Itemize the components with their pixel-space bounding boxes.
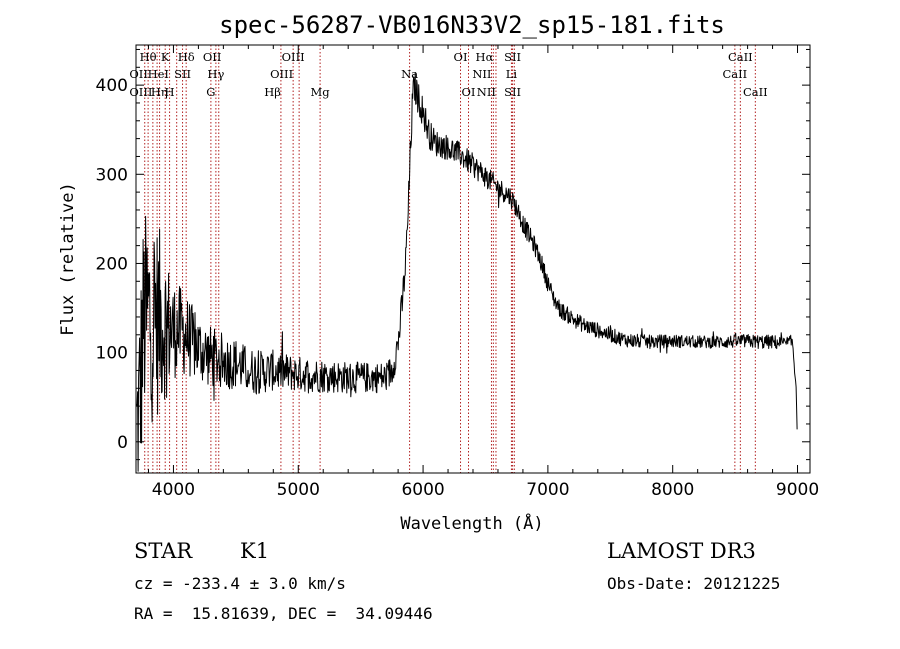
line-label: SII [504, 50, 521, 64]
line-label: OIII [270, 67, 293, 81]
line-label: CaII [728, 50, 753, 64]
line-label: H [165, 85, 175, 99]
x-tick-label: 9000 [776, 480, 819, 500]
x-tick-label: 4000 [152, 480, 195, 500]
line-label: SII [504, 85, 521, 99]
line-label: HeI [148, 67, 169, 81]
line-label: OIII [282, 50, 305, 64]
survey-name: LAMOST DR3 [607, 539, 756, 563]
coordinates: RA = 15.81639, DEC = 34.09446 [134, 604, 433, 623]
y-tick-label: 100 [96, 344, 128, 364]
plot-frame [135, 44, 811, 474]
x-tick-label: 7000 [526, 480, 569, 500]
line-label: OII [203, 50, 222, 64]
x-axis-label: Wavelength (Å) [400, 512, 543, 534]
line-label: OI [454, 50, 468, 64]
line-label: K [161, 50, 170, 64]
line-label: OI [462, 85, 476, 99]
x-tick-label: 6000 [401, 480, 444, 500]
y-tick-label: 400 [96, 76, 128, 96]
line-label: Hη [151, 85, 168, 99]
object-subclass: K1 [240, 539, 270, 563]
obs-date: Obs-Date: 20121225 [607, 574, 781, 593]
line-label: Hβ [264, 85, 281, 99]
y-tick-label: 300 [96, 165, 128, 185]
line-label: NII [477, 85, 496, 99]
x-axis: 4000 5000 6000 7000 8000 9000 [147, 45, 819, 500]
y-axis-label: Flux (relative) [58, 182, 78, 336]
line-label: OIII [129, 85, 152, 99]
object-type: STAR [134, 539, 193, 563]
y-tick-label: 0 [117, 433, 128, 453]
line-markers [144, 45, 756, 473]
line-label: CaII [722, 67, 747, 81]
line-label: Hθ [140, 50, 157, 64]
y-tick-label: 200 [96, 254, 128, 274]
y-axis: 0 100 200 300 400 [96, 48, 810, 461]
line-label: Hγ [207, 67, 224, 81]
redshift-text: cz = -233.4 ± 3.0 km/s [134, 574, 346, 593]
line-label: SII [174, 67, 191, 81]
line-label: Hα [476, 50, 494, 64]
chart-title: spec-56287-VB016N33V2_sp15-181.fits [219, 11, 725, 39]
line-label: CaII [743, 85, 768, 99]
x-tick-label: 8000 [651, 480, 694, 500]
line-label: Hδ [178, 50, 195, 64]
line-label: Mg [311, 85, 331, 99]
line-label: G [206, 85, 215, 99]
line-label: OII [129, 67, 148, 81]
line-label: Li [506, 67, 518, 81]
line-label: NII [472, 67, 491, 81]
x-tick-label: 5000 [277, 480, 320, 500]
spectrum-line [136, 72, 798, 472]
